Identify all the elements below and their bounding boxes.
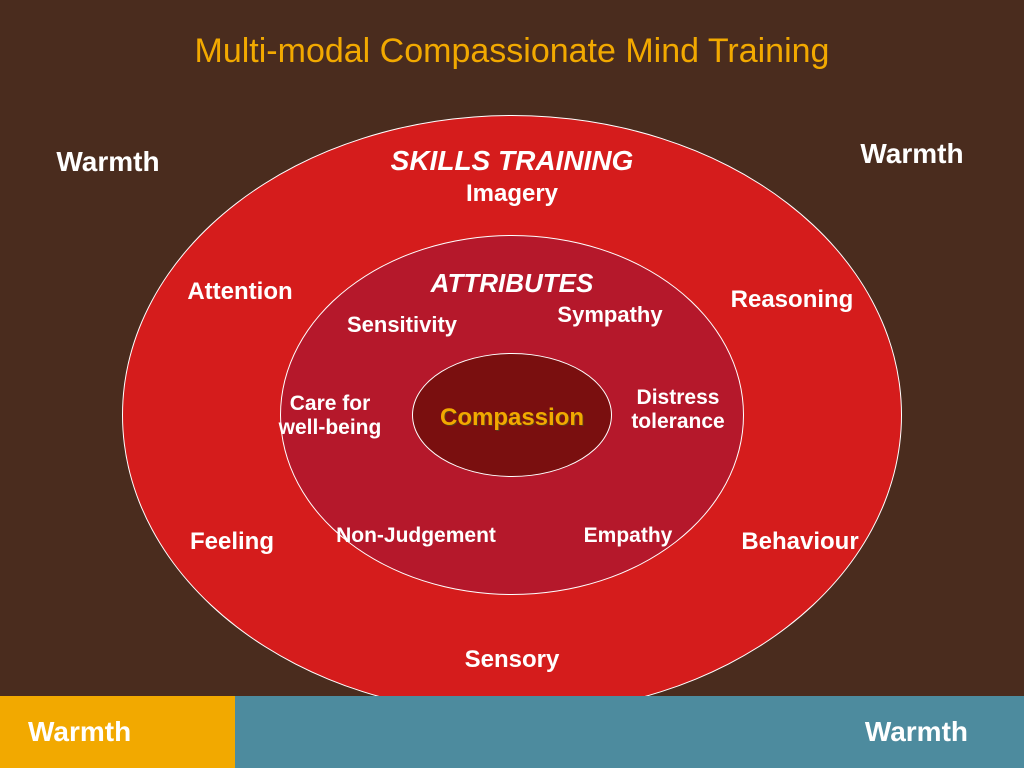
skills-training-heading: SKILLS TRAINING — [391, 145, 634, 177]
middle-label-empathy: Empathy — [584, 524, 673, 548]
middle-label-sympathy: Sympathy — [557, 302, 662, 328]
footer-warmth-left: Warmth — [0, 696, 235, 768]
slide-title: Multi-modal Compassionate Mind Training — [0, 32, 1024, 71]
corner-label-warmth-top-left: Warmth — [56, 146, 159, 178]
attributes-heading: ATTRIBUTES — [431, 268, 594, 299]
outer-label-feeling: Feeling — [190, 528, 274, 556]
compassion-center-label: Compassion — [440, 404, 584, 432]
slide-canvas: Multi-modal Compassionate Mind Training … — [0, 0, 1024, 768]
middle-label-nonjudgement: Non-Judgement — [336, 524, 496, 548]
middle-label-distress: Distresstolerance — [631, 386, 724, 434]
outer-label-behaviour: Behaviour — [741, 528, 858, 556]
footer-warmth-right: Warmth — [235, 696, 1024, 768]
middle-label-care: Care forwell-being — [279, 392, 382, 440]
footer-bar: Warmth Warmth — [0, 696, 1024, 768]
outer-label-sensory: Sensory — [465, 646, 560, 674]
outer-label-attention: Attention — [187, 278, 292, 306]
outer-label-imagery: Imagery — [466, 180, 558, 208]
outer-label-reasoning: Reasoning — [731, 286, 854, 314]
corner-label-warmth-top-right: Warmth — [860, 138, 963, 170]
middle-label-sensitivity: Sensitivity — [347, 312, 457, 338]
